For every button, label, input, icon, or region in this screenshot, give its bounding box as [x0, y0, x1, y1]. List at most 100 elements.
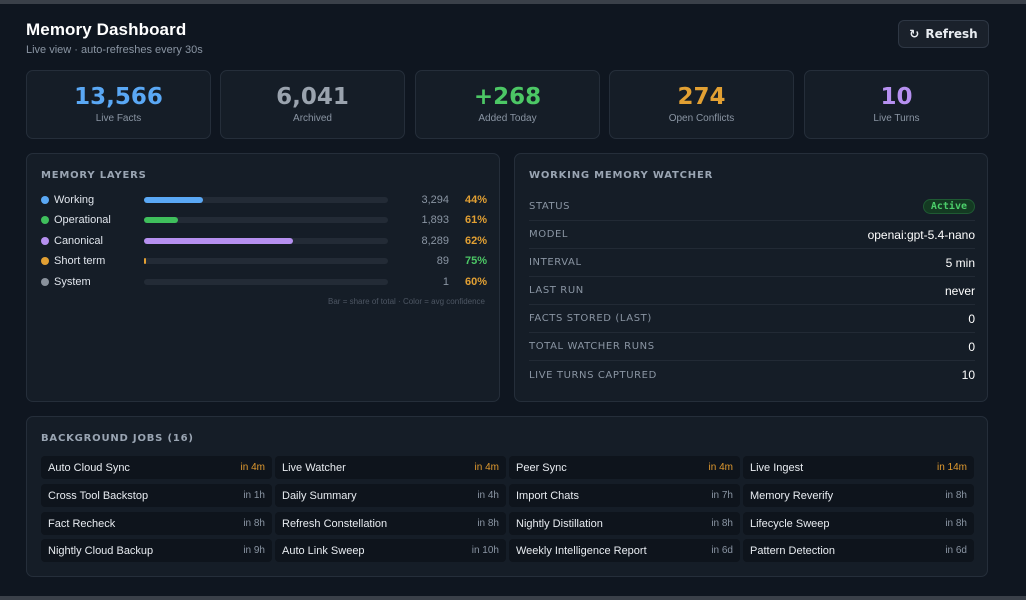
- job-item[interactable]: Auto Cloud Sync in 4m: [41, 456, 272, 479]
- job-item[interactable]: Live Watcher in 4m: [275, 456, 506, 479]
- layer-row-operational: Operational 1,893 61%: [41, 212, 487, 228]
- layer-name: System: [54, 276, 91, 288]
- job-name: Import Chats: [516, 489, 579, 502]
- watcher-key: STATUS: [529, 201, 571, 212]
- layer-count: 1: [442, 276, 449, 288]
- watcher-key: LIVE TURNS CAPTURED: [529, 369, 657, 381]
- background-jobs-panel: BACKGROUND JOBS (16) Auto Cloud Sync in 4…: [26, 416, 988, 577]
- layer-bar-track: [144, 279, 388, 285]
- page-title: Memory Dashboard: [26, 20, 187, 39]
- job-item[interactable]: Auto Link Sweep in 10h: [275, 539, 506, 562]
- job-item[interactable]: Nightly Distillation in 8h: [509, 512, 740, 535]
- job-item[interactable]: Peer Sync in 4m: [509, 456, 740, 479]
- job-item[interactable]: Fact Recheck in 8h: [41, 512, 272, 535]
- watcher-row-interval: INTERVAL 5 min: [529, 249, 975, 277]
- job-name: Live Watcher: [282, 461, 346, 474]
- page-header: Memory Dashboard Live view · auto-refres…: [26, 20, 203, 56]
- job-next-run: in 9h: [243, 545, 265, 556]
- watcher-value: 0: [968, 311, 975, 326]
- layer-dot: [41, 216, 49, 224]
- watcher-value: 5 min: [945, 255, 975, 270]
- watcher-row-status: STATUS Active: [529, 193, 975, 221]
- job-item[interactable]: Live Ingest in 14m: [743, 456, 974, 479]
- job-item[interactable]: Lifecycle Sweep in 8h: [743, 512, 974, 535]
- watcher-row-model: MODEL openai:gpt-5.4-nano: [529, 221, 975, 249]
- status-badge: Active: [922, 199, 975, 214]
- job-item[interactable]: Nightly Cloud Backup in 9h: [41, 539, 272, 562]
- layer-confidence: 44%: [464, 194, 487, 206]
- job-next-run: in 6d: [711, 545, 733, 556]
- layer-bar-fill: [144, 238, 293, 244]
- stat-label: Archived: [293, 113, 332, 124]
- layer-name: Operational: [54, 214, 111, 226]
- stat-value: 10: [880, 84, 913, 110]
- watcher-title: WORKING MEMORY WATCHER: [529, 170, 714, 181]
- job-next-run: in 8h: [477, 518, 499, 529]
- job-item[interactable]: Cross Tool Backstop in 1h: [41, 484, 272, 507]
- job-item[interactable]: Memory Reverify in 8h: [743, 484, 974, 507]
- refresh-button[interactable]: ↻ Refresh: [898, 20, 989, 48]
- stat-value: +268: [473, 84, 542, 110]
- background-jobs-title: BACKGROUND JOBS (16): [41, 433, 194, 444]
- layer-confidence: 75%: [464, 255, 487, 267]
- layer-dot: [41, 196, 49, 204]
- job-name: Peer Sync: [516, 461, 567, 474]
- job-name: Cross Tool Backstop: [48, 489, 149, 502]
- job-name: Fact Recheck: [48, 517, 116, 530]
- stat-card-open-conflicts: 274 Open Conflicts: [609, 70, 794, 139]
- layer-name: Short term: [54, 255, 106, 267]
- job-next-run: in 4m: [474, 462, 499, 473]
- job-next-run: in 4h: [477, 490, 499, 501]
- layer-dot: [41, 257, 49, 265]
- layer-count: 3,294: [421, 194, 449, 206]
- refresh-label: Refresh: [925, 27, 978, 41]
- layer-count: 1,893: [421, 214, 449, 226]
- watcher-value: never: [944, 283, 975, 298]
- stat-value: 6,041: [276, 84, 349, 110]
- layer-bar-fill: [144, 197, 203, 203]
- job-name: Pattern Detection: [750, 544, 835, 557]
- job-name: Lifecycle Sweep: [750, 517, 830, 530]
- job-next-run: in 8h: [945, 518, 967, 529]
- layer-bar-fill: [144, 217, 179, 223]
- job-next-run: in 6d: [945, 545, 967, 556]
- job-item[interactable]: Pattern Detection in 6d: [743, 539, 974, 562]
- stat-label: Added Today: [478, 113, 537, 124]
- layer-bar-track: [144, 258, 388, 264]
- layer-confidence: 60%: [464, 276, 487, 288]
- stat-value: 274: [677, 84, 726, 110]
- job-name: Nightly Distillation: [516, 517, 603, 530]
- job-name: Daily Summary: [282, 489, 357, 502]
- job-next-run: in 8h: [711, 518, 733, 529]
- window-bottom-border: [0, 596, 1026, 600]
- stat-label: Live Turns: [873, 113, 920, 124]
- watcher-row-facts-stored: FACTS STORED (LAST) 0: [529, 305, 975, 333]
- job-item[interactable]: Daily Summary in 4h: [275, 484, 506, 507]
- job-next-run: in 14m: [936, 462, 967, 473]
- stat-card-live-turns: 10 Live Turns: [804, 70, 989, 139]
- layer-bar-track: [144, 238, 388, 244]
- job-item[interactable]: Weekly Intelligence Report in 6d: [509, 539, 740, 562]
- stat-card-archived: 6,041 Archived: [220, 70, 405, 139]
- watcher-key: INTERVAL: [529, 257, 582, 268]
- layer-row-working: Working 3,294 44%: [41, 192, 487, 208]
- layer-name: Working: [54, 194, 95, 206]
- layer-confidence: 62%: [464, 235, 487, 247]
- layer-bar-fill: [144, 258, 147, 264]
- page-subtitle: Live view · auto-refreshes every 30s: [26, 44, 203, 56]
- watcher-key: TOTAL WATCHER RUNS: [529, 341, 655, 352]
- watcher-key: MODEL: [529, 229, 569, 240]
- watcher-row-live-turns: LIVE TURNS CAPTURED 10: [529, 361, 975, 389]
- window-top-border: [0, 0, 1026, 4]
- job-item[interactable]: Import Chats in 7h: [509, 484, 740, 507]
- layer-count: 8,289: [421, 235, 449, 247]
- watcher-value: 0: [968, 339, 975, 354]
- layer-confidence: 61%: [464, 214, 487, 226]
- job-item[interactable]: Refresh Constellation in 8h: [275, 512, 506, 535]
- layer-bar-track: [144, 197, 388, 203]
- job-name: Refresh Constellation: [282, 517, 388, 530]
- memory-layers-title: MEMORY LAYERS: [41, 170, 147, 181]
- stat-label: Live Facts: [95, 113, 142, 124]
- job-next-run: in 4m: [708, 462, 733, 473]
- job-name: Auto Link Sweep: [282, 544, 365, 557]
